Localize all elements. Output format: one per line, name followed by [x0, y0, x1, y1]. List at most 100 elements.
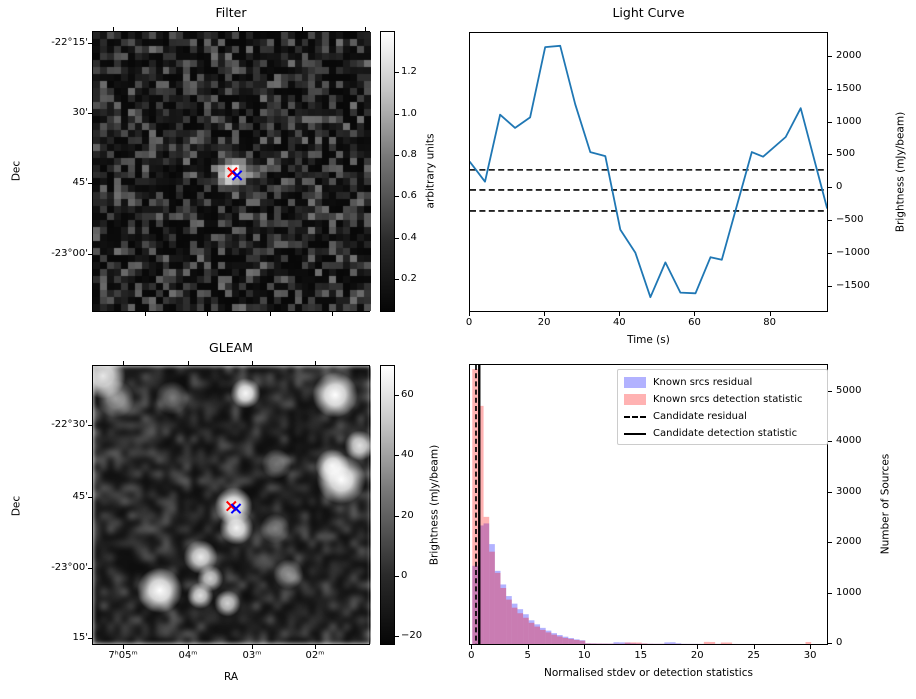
filter-colorbar [380, 31, 395, 312]
gleam-x-tick-top [315, 361, 316, 365]
histogram-legend: Known srcs residual Known srcs detection … [617, 369, 828, 445]
gleam-y-tick [88, 568, 92, 569]
light-curve-y-tick [828, 121, 832, 123]
histogram-series-0 [472, 523, 755, 644]
light-curve-xtick-label: 80 [763, 317, 776, 328]
gleam-x-tick-top [123, 361, 124, 365]
gleam-colorbar-label: Brightness (mJy/beam) [428, 444, 441, 566]
gleam-y-tick [88, 638, 92, 639]
gleam-ytick-label: -23°00' [51, 562, 88, 573]
gleam-source-markers [225, 500, 242, 514]
histogram-y-tick [828, 390, 832, 392]
light-curve-y-tick [828, 285, 832, 287]
light-curve-x-tick [769, 312, 771, 316]
histogram-x-tick [471, 645, 473, 649]
gleam-colorbar-tick [395, 455, 399, 457]
gleam-colorbar-tick-label: 60 [401, 389, 414, 401]
legend-entry: Known srcs residual [624, 374, 821, 391]
filter-y-tick [88, 183, 92, 184]
gleam-xtick-label: 7ʰ05ᵐ [108, 650, 138, 661]
gleam-colorbar-tick [395, 395, 399, 397]
filter-x-tick-top [238, 27, 239, 31]
gleam-xtick-label: 04ᵐ [178, 650, 198, 661]
filter-x-tick-top [177, 27, 178, 31]
filter-colorbar-tick [395, 278, 399, 280]
filter-panel [92, 31, 371, 312]
light-curve-ytick-label: −500 [836, 214, 864, 226]
gleam-colorbar-tick [395, 635, 399, 637]
histogram-xtick-label: 0 [468, 650, 475, 661]
histogram-y-tick [828, 542, 832, 544]
histogram-ytick-label: 2000 [836, 536, 862, 548]
gleam-y-tick [88, 497, 92, 498]
legend-label: Known srcs residual [653, 377, 753, 388]
light-curve-xtick-label: 0 [465, 317, 473, 328]
histogram-y-tick [828, 643, 832, 644]
histogram-ytick-label: 0 [836, 637, 843, 648]
gleam-colorbar-tick-label: 0 [401, 569, 408, 581]
filter-colorbar-tick-label: 1.2 [401, 66, 417, 78]
histogram-x-tick [697, 645, 699, 649]
filter-colorbar-tick [395, 72, 399, 74]
filter-colorbar-tick-label: 0.2 [401, 272, 417, 284]
histogram-xtick-label: 25 [747, 650, 761, 661]
light-curve-y-tick [828, 55, 832, 57]
light-curve-xtick-label: 40 [612, 317, 626, 328]
filter-x-tick [270, 312, 271, 316]
filter-x-tick-top [113, 27, 114, 31]
light-curve-xtick-label: 60 [688, 317, 701, 328]
histogram-ytick-label: 3000 [836, 485, 862, 497]
light-curve-xlabel: Time (s) [627, 334, 670, 346]
light-curve-ytick-label: 2000 [836, 49, 862, 61]
light-curve-xtick-label: 20 [537, 317, 551, 328]
histogram-ytick-label: 4000 [836, 435, 862, 447]
gleam-xlabel: RA [223, 671, 239, 683]
legend-swatch-patch-blue [624, 377, 646, 388]
histogram-plot [472, 365, 812, 644]
light-curve-x-tick [544, 312, 546, 316]
filter-colorbar-tick [395, 113, 399, 115]
light-curve-ytick-label: 1000 [836, 115, 862, 127]
gleam-colorbar-tick [395, 515, 399, 517]
gleam-ytick-label: 15' [72, 632, 88, 643]
histogram-xtick-label: 5 [524, 650, 531, 661]
legend-entry: Known srcs detection statistic [624, 391, 821, 408]
gleam-x-tick [252, 645, 253, 649]
legend-entry: Candidate detection statistic [624, 425, 821, 442]
gleam-x-tick [315, 645, 316, 649]
histogram-y-tick [828, 491, 832, 493]
histogram-xtick-label: 20 [690, 650, 704, 661]
filter-colorbar-label: arbitrary units [424, 133, 437, 209]
histogram-xtick-label: 10 [577, 650, 591, 661]
light-curve-ytick-label: 1500 [836, 82, 862, 94]
filter-colorbar-tick [395, 196, 399, 198]
legend-swatch-dash [624, 415, 646, 418]
gleam-x-tick-top [252, 361, 253, 365]
histogram-xtick-label: 15 [634, 650, 648, 661]
filter-colorbar-tick-label: 0.6 [401, 190, 417, 202]
histogram-xlabel: Normalised stdev or detection statistics [544, 667, 753, 679]
filter-y-tick [88, 254, 92, 255]
filter-x-tick [207, 312, 208, 316]
light-curve-y-tick [828, 220, 832, 222]
legend-label: Candidate detection statistic [653, 428, 798, 439]
light-curve-x-tick [694, 312, 696, 316]
histogram-ytick-label: 1000 [836, 586, 862, 598]
histogram-y-tick [828, 441, 832, 443]
filter-x-tick [332, 312, 333, 316]
gleam-panel [92, 365, 371, 645]
light-curve-x-tick [469, 312, 470, 316]
legend-entry: Candidate residual [624, 408, 821, 425]
light-curve-ytick-label: 0 [836, 181, 843, 193]
histogram-ylabel: Number of Sources [879, 453, 892, 555]
filter-x-tick-top [365, 27, 366, 31]
gleam-title: GLEAM [209, 340, 253, 355]
light-curve-title: Light Curve [612, 5, 685, 20]
filter-x-tick [145, 312, 146, 316]
filter-ytick-label: 45' [72, 177, 88, 188]
light-curve-y-tick [828, 154, 832, 156]
gleam-xtick-label: 02ᵐ [305, 650, 325, 661]
gleam-colorbar [380, 365, 395, 645]
legend-swatch-solid [624, 432, 646, 435]
